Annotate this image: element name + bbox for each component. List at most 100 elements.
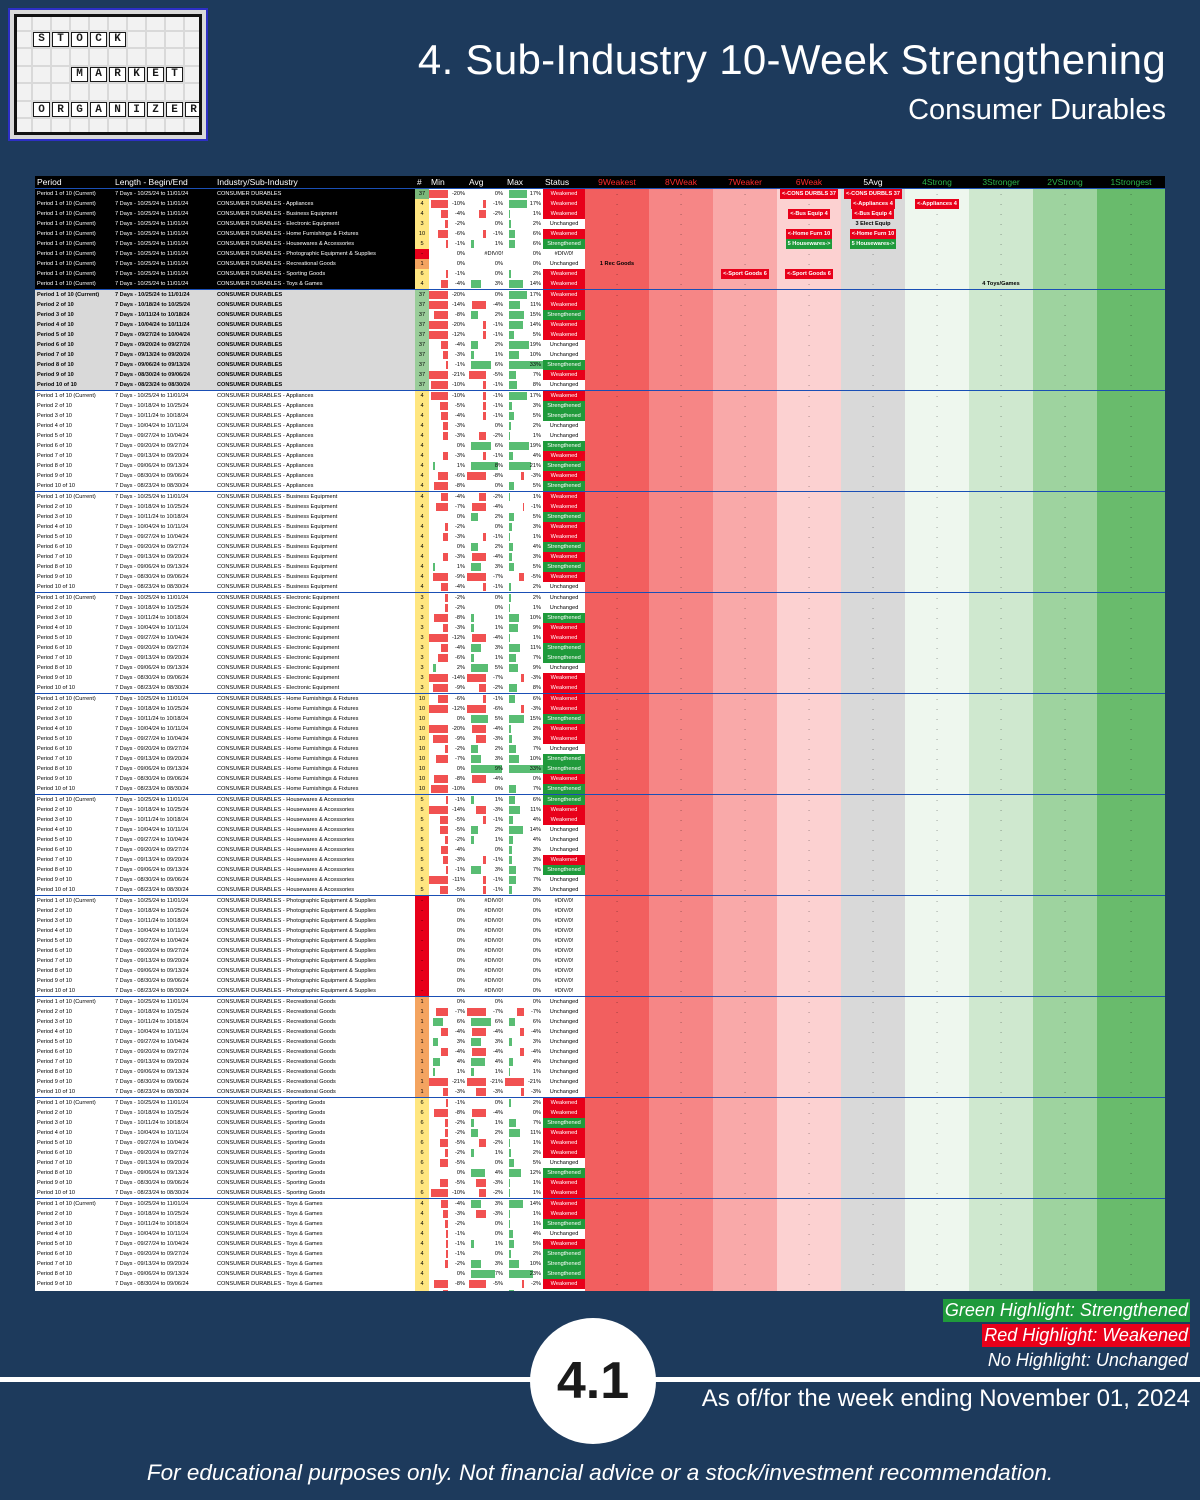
table-row: Period 1 of 10 (Current) 7 Days - 10/25/2… <box>35 279 1165 290</box>
text-cell: CONSUMER DURABLES - Electronic Equipment <box>215 633 415 643</box>
text-cell: 7 Days - 09/06/24 to 09/13/24 <box>113 562 215 572</box>
zone-cell: . <box>777 613 841 623</box>
zone-cell: . <box>969 986 1033 997</box>
text-cell: Period 10 of 10 <box>35 1087 113 1098</box>
zone-cell: . <box>777 451 841 461</box>
zone-cell: . <box>713 592 777 603</box>
metric-cell: -12% <box>429 330 467 340</box>
page-title: 4. Sub-Industry 10-Week Strengthening <box>417 36 1166 83</box>
negative-bar <box>479 210 486 218</box>
status-badge: Strengthened <box>543 360 585 370</box>
count-cell: 3 <box>415 683 429 694</box>
position-tag: <-Home Furn 10 <box>849 229 897 239</box>
zone-cell: . <box>841 976 905 986</box>
zone-cell: . <box>777 1057 841 1067</box>
zone-cell: . <box>905 512 969 522</box>
text-cell: 7 Days - 09/13/24 to 09/20/24 <box>113 350 215 360</box>
status-badge: Weakened <box>543 815 585 825</box>
zone-cell: . <box>969 1239 1033 1249</box>
status-badge: Unchanged <box>543 1027 585 1037</box>
metric-cell: 6% <box>505 229 543 239</box>
text-cell: Period 2 of 10 <box>35 704 113 714</box>
zone-cell: . <box>841 875 905 885</box>
zone-cell: . <box>649 1017 713 1027</box>
status-badge: #DIV/0! <box>543 986 585 997</box>
zone-cell: . <box>777 1087 841 1098</box>
zone-cell: . <box>905 259 969 269</box>
table-row: Period 4 of 10 7 Days - 10/04/24 to 10/11… <box>35 724 1165 734</box>
text-cell: CONSUMER DURABLES - Home Furnishings & F… <box>215 714 415 724</box>
metric-cell: -3% <box>429 1209 467 1219</box>
metric-cell: 1% <box>505 1188 543 1199</box>
count-cell: 4 <box>415 502 429 512</box>
legend: Green Highlight: Strengthened Red Highli… <box>942 1298 1190 1373</box>
negative-bar <box>429 321 448 329</box>
zone-cell: . <box>713 441 777 451</box>
zone-cell: . <box>1097 582 1165 593</box>
metric-cell: -3% <box>505 704 543 714</box>
text-cell: Period 8 of 10 <box>35 360 113 370</box>
zone-cell: . <box>1097 219 1165 229</box>
zone-cell: . <box>1033 603 1097 613</box>
text-cell: 7 Days - 10/25/24 to 11/01/24 <box>113 229 215 239</box>
count-cell: - <box>415 966 429 976</box>
zone-cell: . <box>777 289 841 300</box>
negative-bar <box>439 816 448 824</box>
positive-bar <box>509 301 521 309</box>
metric-cell: 0% <box>456 544 465 550</box>
metric-cell: -14% <box>429 300 467 310</box>
count-cell: 4 <box>415 582 429 593</box>
negative-bar <box>442 452 448 460</box>
zone-cell: . <box>649 1229 713 1239</box>
metric-cell: 4% <box>505 815 543 825</box>
metric-cell: -3% <box>429 350 467 360</box>
text-cell: 7 Days - 09/20/24 to 09/27/24 <box>113 1249 215 1259</box>
text-cell: 7 Days - 09/27/24 to 10/04/24 <box>113 1037 215 1047</box>
positive-bar <box>433 664 437 672</box>
logo-cell <box>14 84 31 100</box>
zone-cell: . <box>905 330 969 340</box>
metric-cell: 0% <box>456 766 465 772</box>
zone-cell: . <box>1097 1229 1165 1239</box>
metric-cell: -21% <box>429 370 467 380</box>
zone-cell: . <box>969 1047 1033 1057</box>
metric-cell: 5% <box>505 562 543 572</box>
status-badge: Weakened <box>543 502 585 512</box>
text-cell: 7 Days - 10/18/24 to 10/25/24 <box>113 300 215 310</box>
negative-bar <box>436 503 448 511</box>
count-cell: 5 <box>415 815 429 825</box>
text-cell: Period 5 of 10 <box>35 633 113 643</box>
text-cell: CONSUMER DURABLES <box>215 350 415 360</box>
table-row: Period 4 of 10 7 Days - 10/04/24 to 10/11… <box>35 522 1165 532</box>
zone-cell: . <box>713 199 777 209</box>
zone-cell: <-Sport Goods 6 <box>777 269 841 279</box>
metric-cell: 0% <box>532 938 541 944</box>
text-cell: 7 Days - 10/11/24 to 10/18/24 <box>113 310 215 320</box>
metric-cell: 0% <box>532 918 541 924</box>
metric-cell: -8% <box>429 310 467 320</box>
metric-cell: 2% <box>467 1128 505 1138</box>
status-badge: Unchanged <box>543 1047 585 1057</box>
text-cell: Period 5 of 10 <box>35 1138 113 1148</box>
metric-cell: 0% <box>532 978 541 984</box>
zone-cell: . <box>1097 946 1165 956</box>
table-row: Period 2 of 10 7 Days - 10/18/24 to 10/25… <box>35 401 1165 411</box>
status-badge: Weakened <box>543 1198 585 1209</box>
text-cell: Period 2 of 10 <box>35 805 113 815</box>
zone-cell: . <box>1097 1178 1165 1188</box>
zone-cell: . <box>969 1077 1033 1087</box>
positive-bar <box>471 280 482 288</box>
zone-cell: . <box>585 623 649 633</box>
metric-cell: 2% <box>467 340 505 350</box>
zone-cell: . <box>1033 1108 1097 1118</box>
zone-cell: . <box>585 724 649 734</box>
zone-cell: . <box>969 1289 1033 1291</box>
zone-cell: . <box>841 926 905 936</box>
zone-cell: . <box>905 249 969 259</box>
text-cell: 7 Days - 09/27/24 to 10/04/24 <box>113 330 215 340</box>
zone-cell: . <box>777 461 841 471</box>
zone-cell: . <box>585 683 649 694</box>
table-row: Period 7 of 10 7 Days - 09/13/24 to 09/20… <box>35 1158 1165 1168</box>
zone-cell: . <box>969 1118 1033 1128</box>
